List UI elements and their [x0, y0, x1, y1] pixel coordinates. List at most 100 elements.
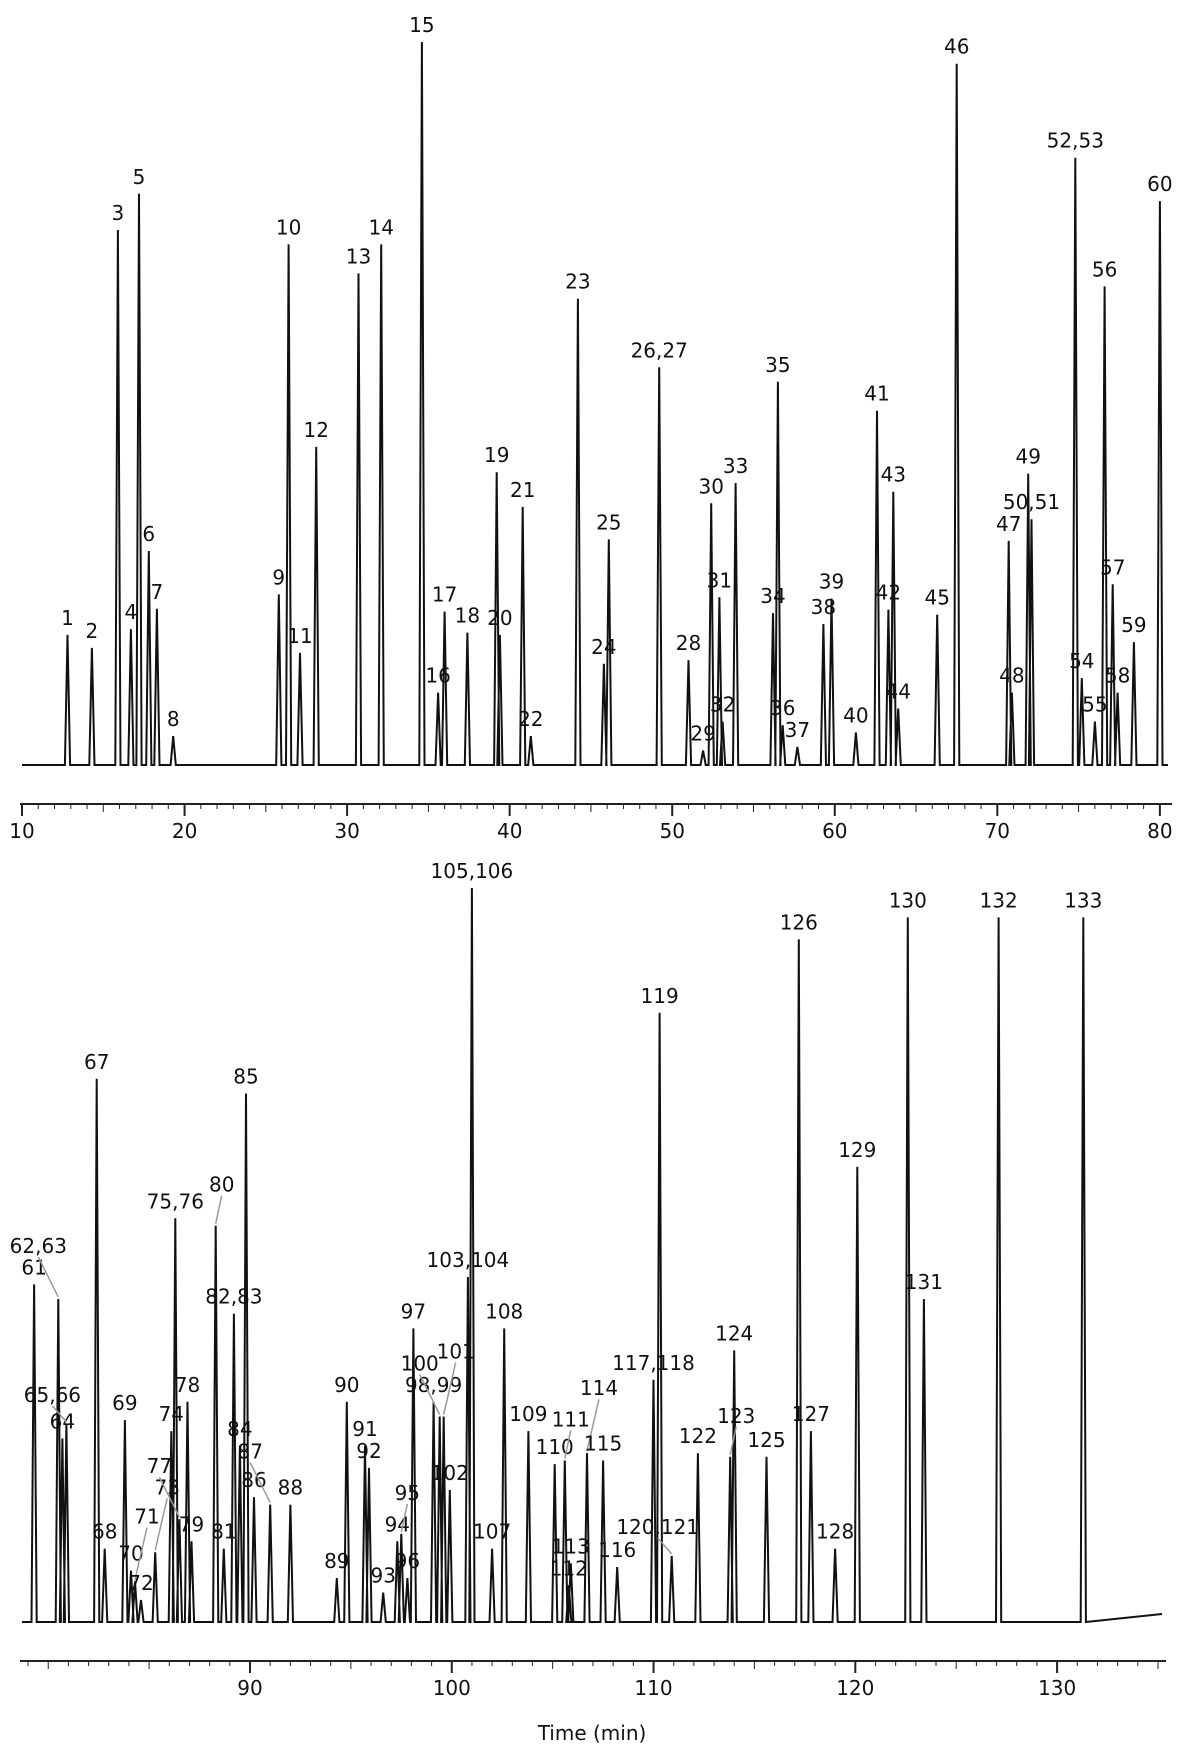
peak-label-54: 54	[1069, 649, 1094, 673]
peak-label-8: 8	[167, 707, 180, 731]
peak-label-71: 71	[134, 1505, 159, 1529]
peak-label-64: 64	[50, 1410, 75, 1434]
peak-label-116: 116	[598, 1538, 636, 1562]
peak-label-1: 1	[61, 606, 74, 630]
peak-label-55: 55	[1082, 693, 1107, 717]
peak-label-75-76: 75,76	[147, 1189, 204, 1213]
peak-label-13: 13	[346, 244, 371, 268]
peak-label-89: 89	[324, 1549, 349, 1573]
peak-label-35: 35	[765, 353, 790, 377]
peak-label-14: 14	[368, 215, 393, 239]
x-axis-title: Time (min)	[537, 1721, 647, 1745]
peak-label-115: 115	[584, 1432, 622, 1456]
peak-label-69: 69	[112, 1391, 137, 1415]
peak-label-12: 12	[303, 418, 328, 442]
peak-label-56: 56	[1092, 257, 1117, 281]
peak-label-96: 96	[395, 1549, 420, 1573]
peak-label-77: 77	[147, 1454, 172, 1478]
peak-label-98-99: 98,99	[405, 1373, 462, 1397]
peak-label-34: 34	[760, 584, 785, 608]
peak-label-78: 78	[175, 1373, 200, 1397]
peak-label-50-51: 50,51	[1003, 490, 1060, 514]
peak-label-93: 93	[370, 1564, 395, 1588]
peak-label-88: 88	[278, 1476, 303, 1500]
peak-label-57: 57	[1100, 555, 1125, 579]
peak-label-32: 32	[710, 693, 735, 717]
peak-label-60: 60	[1147, 172, 1172, 196]
peak-label-4: 4	[125, 600, 138, 624]
peak-label-9: 9	[272, 565, 285, 589]
peak-label-80: 80	[209, 1173, 234, 1197]
peak-label-36: 36	[770, 696, 795, 720]
peak-label-127: 127	[792, 1402, 830, 1426]
peak-label-62-63: 62,63	[10, 1234, 67, 1258]
peak-leader-95	[400, 1503, 409, 1533]
peak-leader-71	[134, 1527, 148, 1580]
x-tick-label-100: 100	[433, 1676, 471, 1700]
peak-label-122: 122	[679, 1424, 717, 1448]
peak-label-18: 18	[455, 604, 480, 628]
peak-label-46: 46	[944, 35, 969, 59]
peak-label-74: 74	[159, 1402, 184, 1426]
peak-label-29: 29	[690, 722, 715, 746]
peak-label-61: 61	[21, 1255, 46, 1279]
peak-label-67: 67	[84, 1050, 109, 1074]
peak-leader-100	[418, 1374, 441, 1415]
peak-label-6: 6	[142, 522, 155, 546]
peak-label-82-83: 82,83	[205, 1285, 262, 1309]
peak-label-119: 119	[641, 984, 679, 1008]
peak-label-87: 87	[237, 1440, 262, 1464]
peak-label-15: 15	[409, 13, 434, 37]
x-tick-label-10: 10	[9, 819, 34, 843]
peak-label-40: 40	[843, 704, 868, 728]
chromatogram-trace	[22, 887, 1163, 1624]
peak-label-23: 23	[565, 270, 590, 294]
x-tick-label-120: 120	[836, 1676, 874, 1700]
peak-leader-62-63	[37, 1256, 59, 1298]
peak-label-90: 90	[334, 1373, 359, 1397]
peak-label-131: 131	[905, 1270, 943, 1294]
peak-label-103-104: 103,104	[427, 1248, 510, 1272]
peak-label-22: 22	[518, 707, 543, 731]
peak-label-5: 5	[133, 165, 146, 189]
peak-label-42: 42	[876, 581, 901, 605]
chromatogram-panel-top: 1234567891011121314151617181920212223242…	[9, 13, 1172, 843]
peak-label-108: 108	[485, 1299, 523, 1323]
peak-label-16: 16	[425, 664, 450, 688]
peak-label-37: 37	[785, 718, 810, 742]
peak-label-107: 107	[473, 1520, 511, 1544]
peak-label-126: 126	[780, 910, 818, 934]
peak-leader-123	[729, 1426, 737, 1456]
peak-label-58: 58	[1105, 664, 1130, 688]
peak-label-117-118: 117,118	[612, 1351, 695, 1375]
peak-label-91: 91	[352, 1417, 377, 1441]
peak-label-38: 38	[811, 595, 836, 619]
x-tick-label-60: 60	[822, 819, 847, 843]
peak-label-59: 59	[1121, 613, 1146, 637]
peak-label-17: 17	[432, 583, 457, 607]
x-tick-label-90: 90	[237, 1676, 262, 1700]
peak-label-26-27: 26,27	[631, 338, 688, 362]
peak-label-109: 109	[509, 1402, 547, 1426]
peak-label-128: 128	[816, 1520, 854, 1544]
peak-label-111: 111	[552, 1408, 590, 1432]
peak-label-44: 44	[885, 680, 910, 704]
peak-label-132: 132	[980, 888, 1018, 912]
peak-label-124: 124	[715, 1321, 753, 1345]
peak-leader-65-66	[51, 1405, 67, 1423]
peak-leader-114	[586, 1399, 600, 1452]
x-tick-label-50: 50	[659, 819, 684, 843]
peak-label-102: 102	[431, 1461, 469, 1485]
peak-label-2: 2	[86, 619, 99, 643]
peak-label-20: 20	[487, 606, 512, 630]
x-tick-label-20: 20	[172, 819, 197, 843]
peak-leader-120-121	[657, 1537, 673, 1555]
peak-label-68: 68	[92, 1520, 117, 1544]
peak-label-10: 10	[276, 215, 301, 239]
peak-label-81: 81	[211, 1520, 236, 1544]
peak-label-33: 33	[723, 454, 748, 478]
peak-label-30: 30	[698, 474, 723, 498]
peak-label-70: 70	[118, 1542, 143, 1566]
peak-label-114: 114	[580, 1376, 618, 1400]
